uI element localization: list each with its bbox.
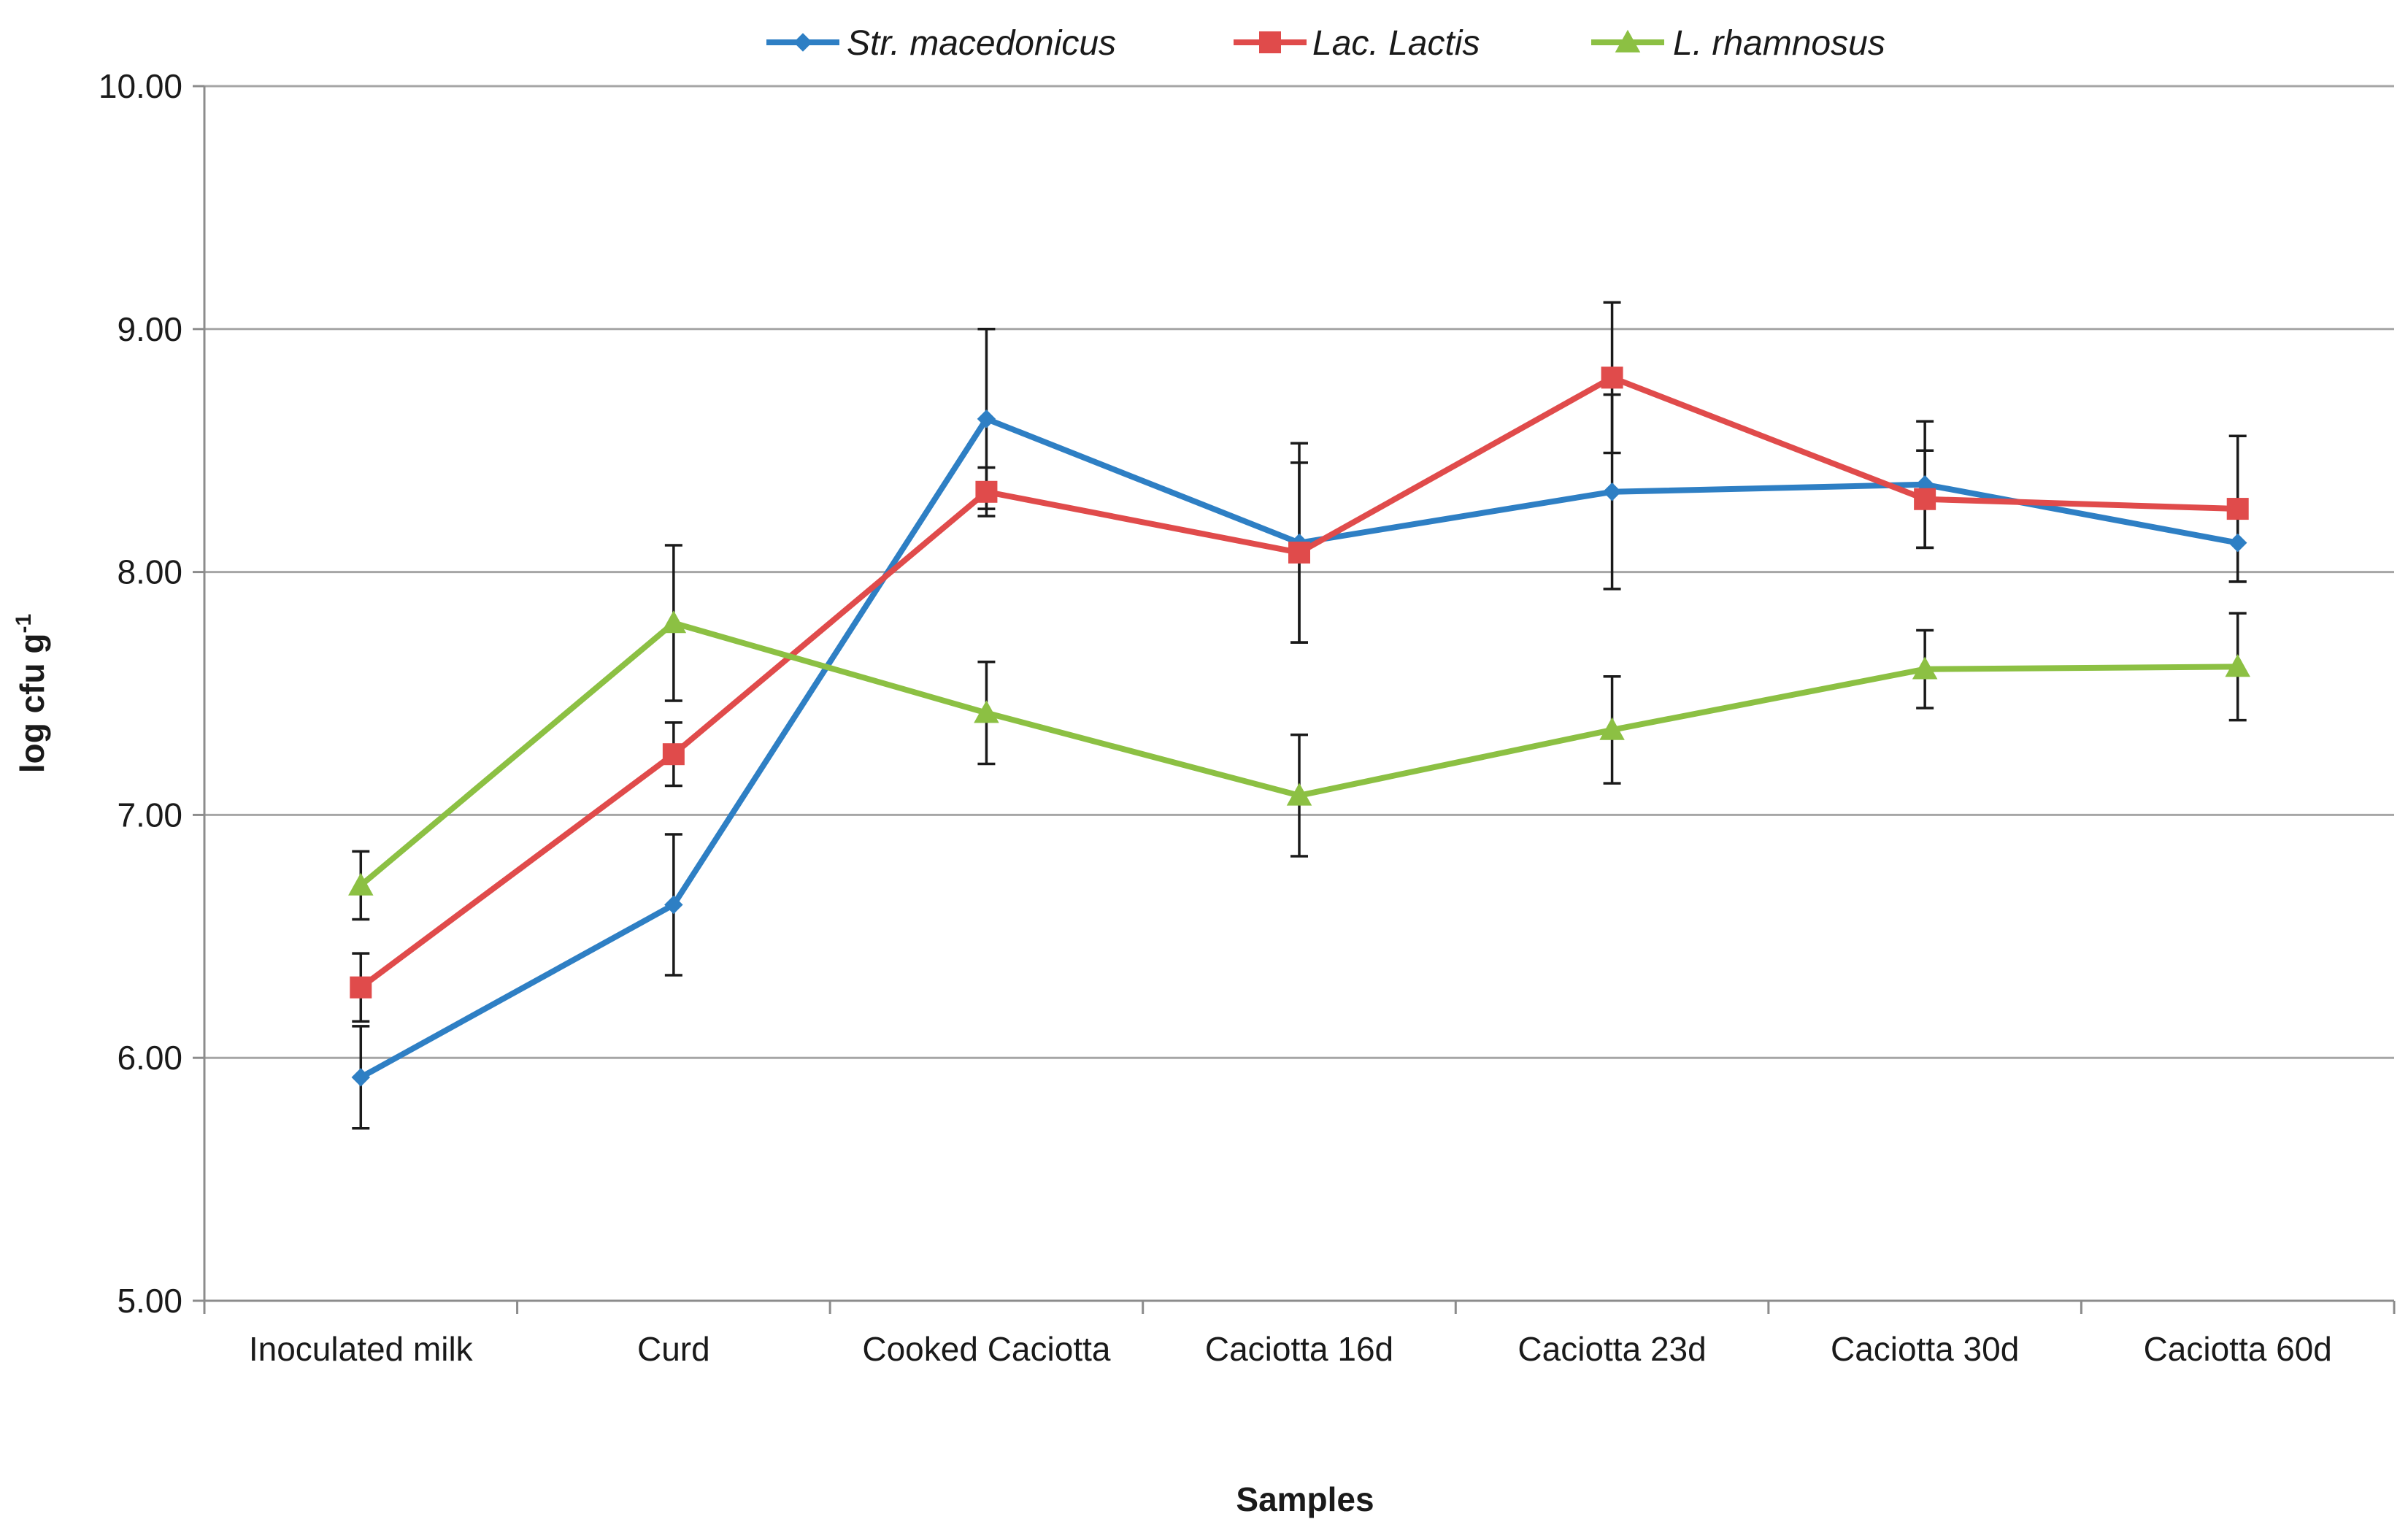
axes — [203, 86, 2394, 1302]
y-tick-label: 9.00 — [117, 310, 182, 348]
data-point — [1599, 717, 1625, 740]
data-point — [661, 610, 687, 634]
x-tick-labels: Inoculated milk Curd Cooked Caciotta Caciot… — [203, 1301, 2396, 1368]
x-tick-label: Cooked Caciotta — [862, 1330, 1110, 1368]
data-point — [1288, 541, 1310, 564]
y-tick-label: 10.00 — [99, 67, 182, 105]
legend-item: Str. macedonicus — [766, 24, 1116, 63]
data-point — [974, 700, 999, 723]
data-point — [1601, 366, 1623, 389]
legend-item: Lac. Lactis — [1234, 24, 1480, 63]
data-point — [975, 480, 998, 503]
x-tick-label: Caciotta 23d — [1517, 1330, 1706, 1368]
x-tick-label: Caciotta 16d — [1205, 1330, 1393, 1368]
y-tick-label: 8.00 — [117, 553, 182, 591]
data-point — [662, 743, 685, 766]
data-point — [2226, 498, 2249, 520]
x-tick-label: Inoculated milk — [249, 1330, 474, 1368]
legend-item: L. rhamnosus — [1591, 24, 1885, 63]
data-point — [1602, 482, 1622, 501]
data-point — [351, 1068, 371, 1087]
legend-marker — [1259, 31, 1281, 53]
y-axis-title-main: log cfu g — [13, 634, 51, 774]
data-point — [1286, 783, 1312, 806]
series-markers — [348, 366, 2250, 1087]
y-tick-label: 5.00 — [117, 1282, 182, 1320]
y-tick-labels: 5.00 6.00 7.00 8.00 9.00 10.00 — [99, 67, 204, 1320]
legend-marker — [793, 33, 812, 52]
y-axis-title-superscript: -1 — [12, 614, 36, 634]
data-point — [350, 976, 372, 999]
data-point — [2225, 654, 2250, 677]
data-point — [348, 872, 374, 896]
legend-label: Str. macedonicus — [847, 24, 1116, 63]
legend-label: Lac. Lactis — [1312, 24, 1480, 63]
data-point — [977, 410, 996, 428]
data-point — [1914, 488, 1936, 510]
x-tick-label: Caciotta 30d — [1831, 1330, 2019, 1368]
y-tick-label: 7.00 — [117, 796, 182, 834]
legend-marker — [1615, 29, 1641, 53]
y-tick-label: 6.00 — [117, 1039, 182, 1077]
x-tick-label: Caciotta 60d — [2144, 1330, 2332, 1368]
data-point — [2228, 533, 2247, 553]
data-point — [1912, 656, 1938, 680]
x-tick-label: Curd — [637, 1330, 710, 1368]
y-axis-title: log cfu g-1 — [12, 614, 51, 773]
x-axis-title: Samples — [1236, 1480, 1374, 1518]
legend: Str. macedonicus Lac. Lactis L. rhamnosus — [766, 24, 1885, 63]
error-bars — [352, 301, 2247, 1130]
data-point — [664, 895, 683, 915]
legend-label: L. rhamnosus — [1673, 24, 1885, 63]
